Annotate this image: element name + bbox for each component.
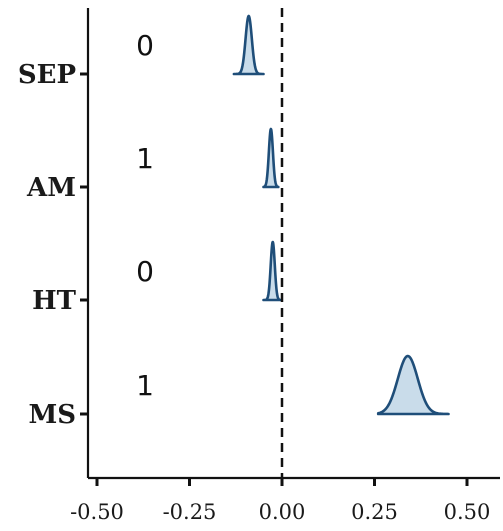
x-axis-ticks: -0.50 -0.25 0.00 0.25 0.50 (70, 478, 490, 524)
x-tick-label-2: 0.00 (259, 500, 306, 524)
y-tick-label-sep: SEP (18, 60, 76, 90)
ridge-am (262, 127, 280, 189)
row-annotation-am: 1 (136, 142, 154, 175)
y-tick-label-am: AM (26, 173, 76, 203)
y-tick-label-ms: MS (28, 400, 76, 430)
row-annotation-ms: 1 (136, 369, 154, 402)
row-annotation-ht: 0 (136, 255, 154, 288)
ridge-ht (262, 240, 282, 302)
density-ridges (232, 14, 450, 416)
ridge-ms (376, 354, 450, 416)
x-tick-label-4: 0.50 (444, 500, 491, 524)
x-tick-label-0: -0.50 (70, 500, 124, 524)
ridge-sep (232, 14, 265, 76)
row-annotation-sep: 0 (136, 29, 154, 62)
y-axis-ticks: SEP AM HT MS (18, 60, 88, 430)
x-tick-label-1: -0.25 (163, 500, 217, 524)
y-tick-label-ht: HT (32, 286, 77, 316)
row-annotations: 0 1 0 1 (136, 29, 154, 402)
x-tick-label-3: 0.25 (351, 500, 398, 524)
